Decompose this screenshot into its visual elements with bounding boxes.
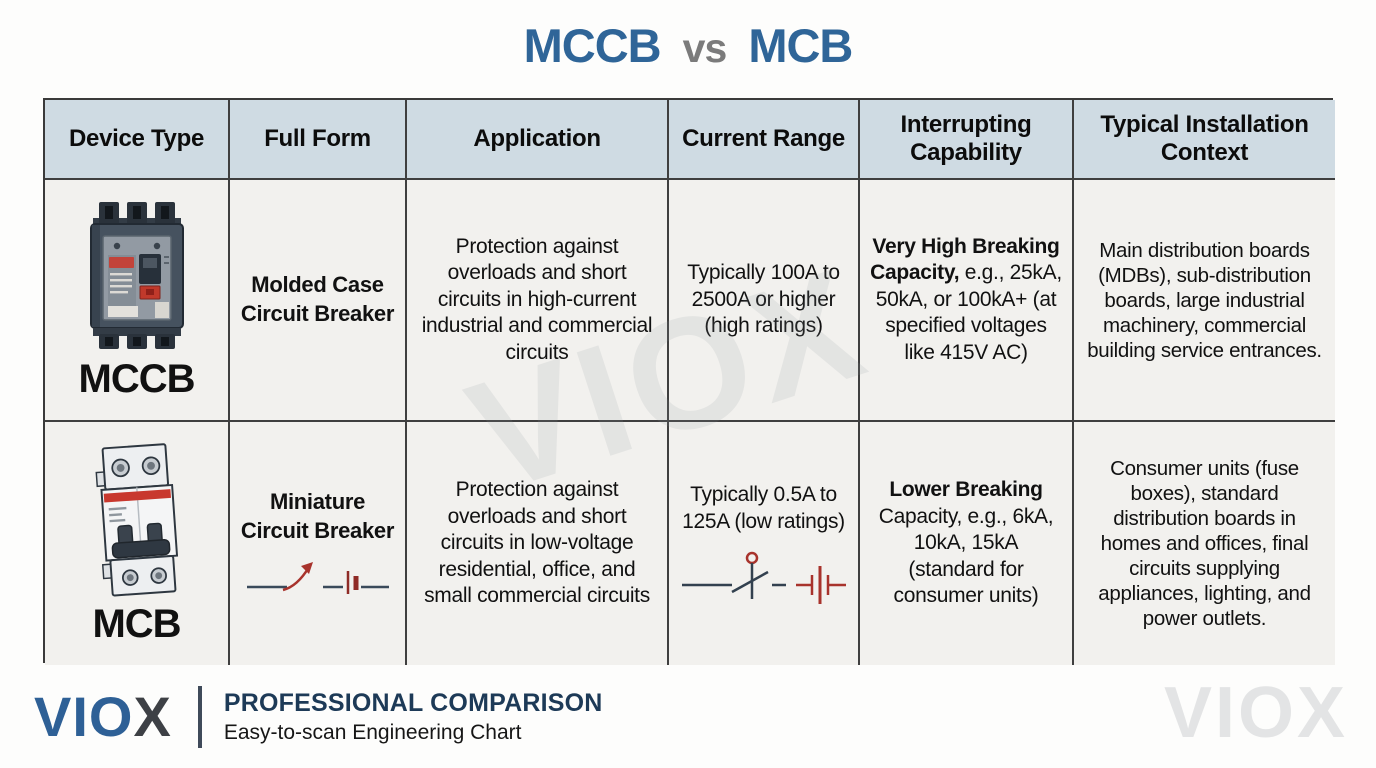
switch-battery-symbol-icon bbox=[676, 549, 851, 605]
mcb-illustration bbox=[95, 443, 178, 597]
mcb-current-range: Typically 0.5A to 125A (low ratings) bbox=[682, 483, 845, 533]
breaker-schematic-symbol-icon bbox=[243, 559, 393, 599]
mcb-interrupting: Lower Breaking Capacity, e.g., 6kA, 10kA… bbox=[860, 422, 1074, 665]
header-application: Application bbox=[407, 100, 669, 180]
mccb-breaker-icon bbox=[77, 198, 197, 353]
footer-text-block: PROFESSIONAL COMPARISON Easy-to-scan Eng… bbox=[224, 689, 603, 745]
mccb-context: Main distribution boards (MDBs), sub-dis… bbox=[1074, 180, 1335, 422]
footer-heading: PROFESSIONAL COMPARISON bbox=[223, 689, 603, 717]
mcb-full-form-cell: Miniature Circuit Breaker bbox=[230, 422, 407, 665]
title-mcb: MCB bbox=[748, 19, 853, 72]
header-current-range: Current Range bbox=[669, 100, 860, 180]
mccb-full-form: Molded Case Circuit Breaker bbox=[230, 180, 407, 422]
header-full-form: Full Form bbox=[230, 100, 407, 180]
mccb-application: Protection against overloads and short c… bbox=[407, 180, 669, 422]
mcb-label: MCB bbox=[92, 602, 181, 646]
footer-subheading: Easy-to-scan Engineering Chart bbox=[223, 721, 522, 744]
header-device-type: Device Type bbox=[45, 100, 230, 180]
header-interrupting-capability: Interrupting Capability bbox=[860, 100, 1074, 180]
mccb-illustration bbox=[89, 202, 184, 349]
mcb-breaker-icon bbox=[78, 440, 196, 598]
viox-logo-x: X bbox=[133, 685, 172, 748]
mcb-interrupting-rest: Capacity, e.g., 6kA, 10kA, 15kA (standar… bbox=[878, 504, 1054, 608]
header-installation-context: Typical Installation Context bbox=[1074, 100, 1335, 180]
page-title: MCCB vs MCB bbox=[0, 18, 1376, 73]
title-mccb: MCCB bbox=[523, 19, 662, 72]
mccb-interrupting-bold: Very High Breaking Capacity, bbox=[870, 234, 1060, 285]
mcb-current-range-cell: Typically 0.5A to 125A (low ratings) bbox=[669, 422, 860, 665]
mccb-interrupting: Very High Breaking Capacity, e.g., 25kA,… bbox=[860, 180, 1074, 422]
mcb-interrupting-bold: Lower Breaking bbox=[889, 478, 1043, 502]
mcb-application: Protection against overloads and short c… bbox=[407, 422, 669, 665]
footer-divider bbox=[197, 686, 202, 748]
comparison-table: Device Type Full Form Application Curren… bbox=[43, 98, 1335, 665]
mccb-device-cell: MCCB bbox=[45, 180, 230, 422]
title-vs: vs bbox=[682, 25, 728, 71]
mcb-device-cell: MCB bbox=[45, 422, 230, 665]
viox-logo-vio: VIO bbox=[34, 685, 134, 748]
mccb-interrupting-rest: e.g., 25kA, 50kA, or 100kA+ (at specifie… bbox=[875, 261, 1062, 364]
mccb-label: MCCB bbox=[78, 357, 196, 401]
mcb-context: Consumer units (fuse boxes), standard di… bbox=[1074, 422, 1335, 665]
viox-logo: VIOX bbox=[34, 689, 172, 745]
mccb-current-range: Typically 100A to 2500A or higher (high … bbox=[669, 180, 860, 422]
footer: VIOX PROFESSIONAL COMPARISON Easy-to-sca… bbox=[34, 686, 603, 748]
mcb-full-form: Miniature Circuit Breaker bbox=[240, 488, 395, 543]
viox-corner-watermark: VIOX bbox=[1163, 673, 1348, 753]
